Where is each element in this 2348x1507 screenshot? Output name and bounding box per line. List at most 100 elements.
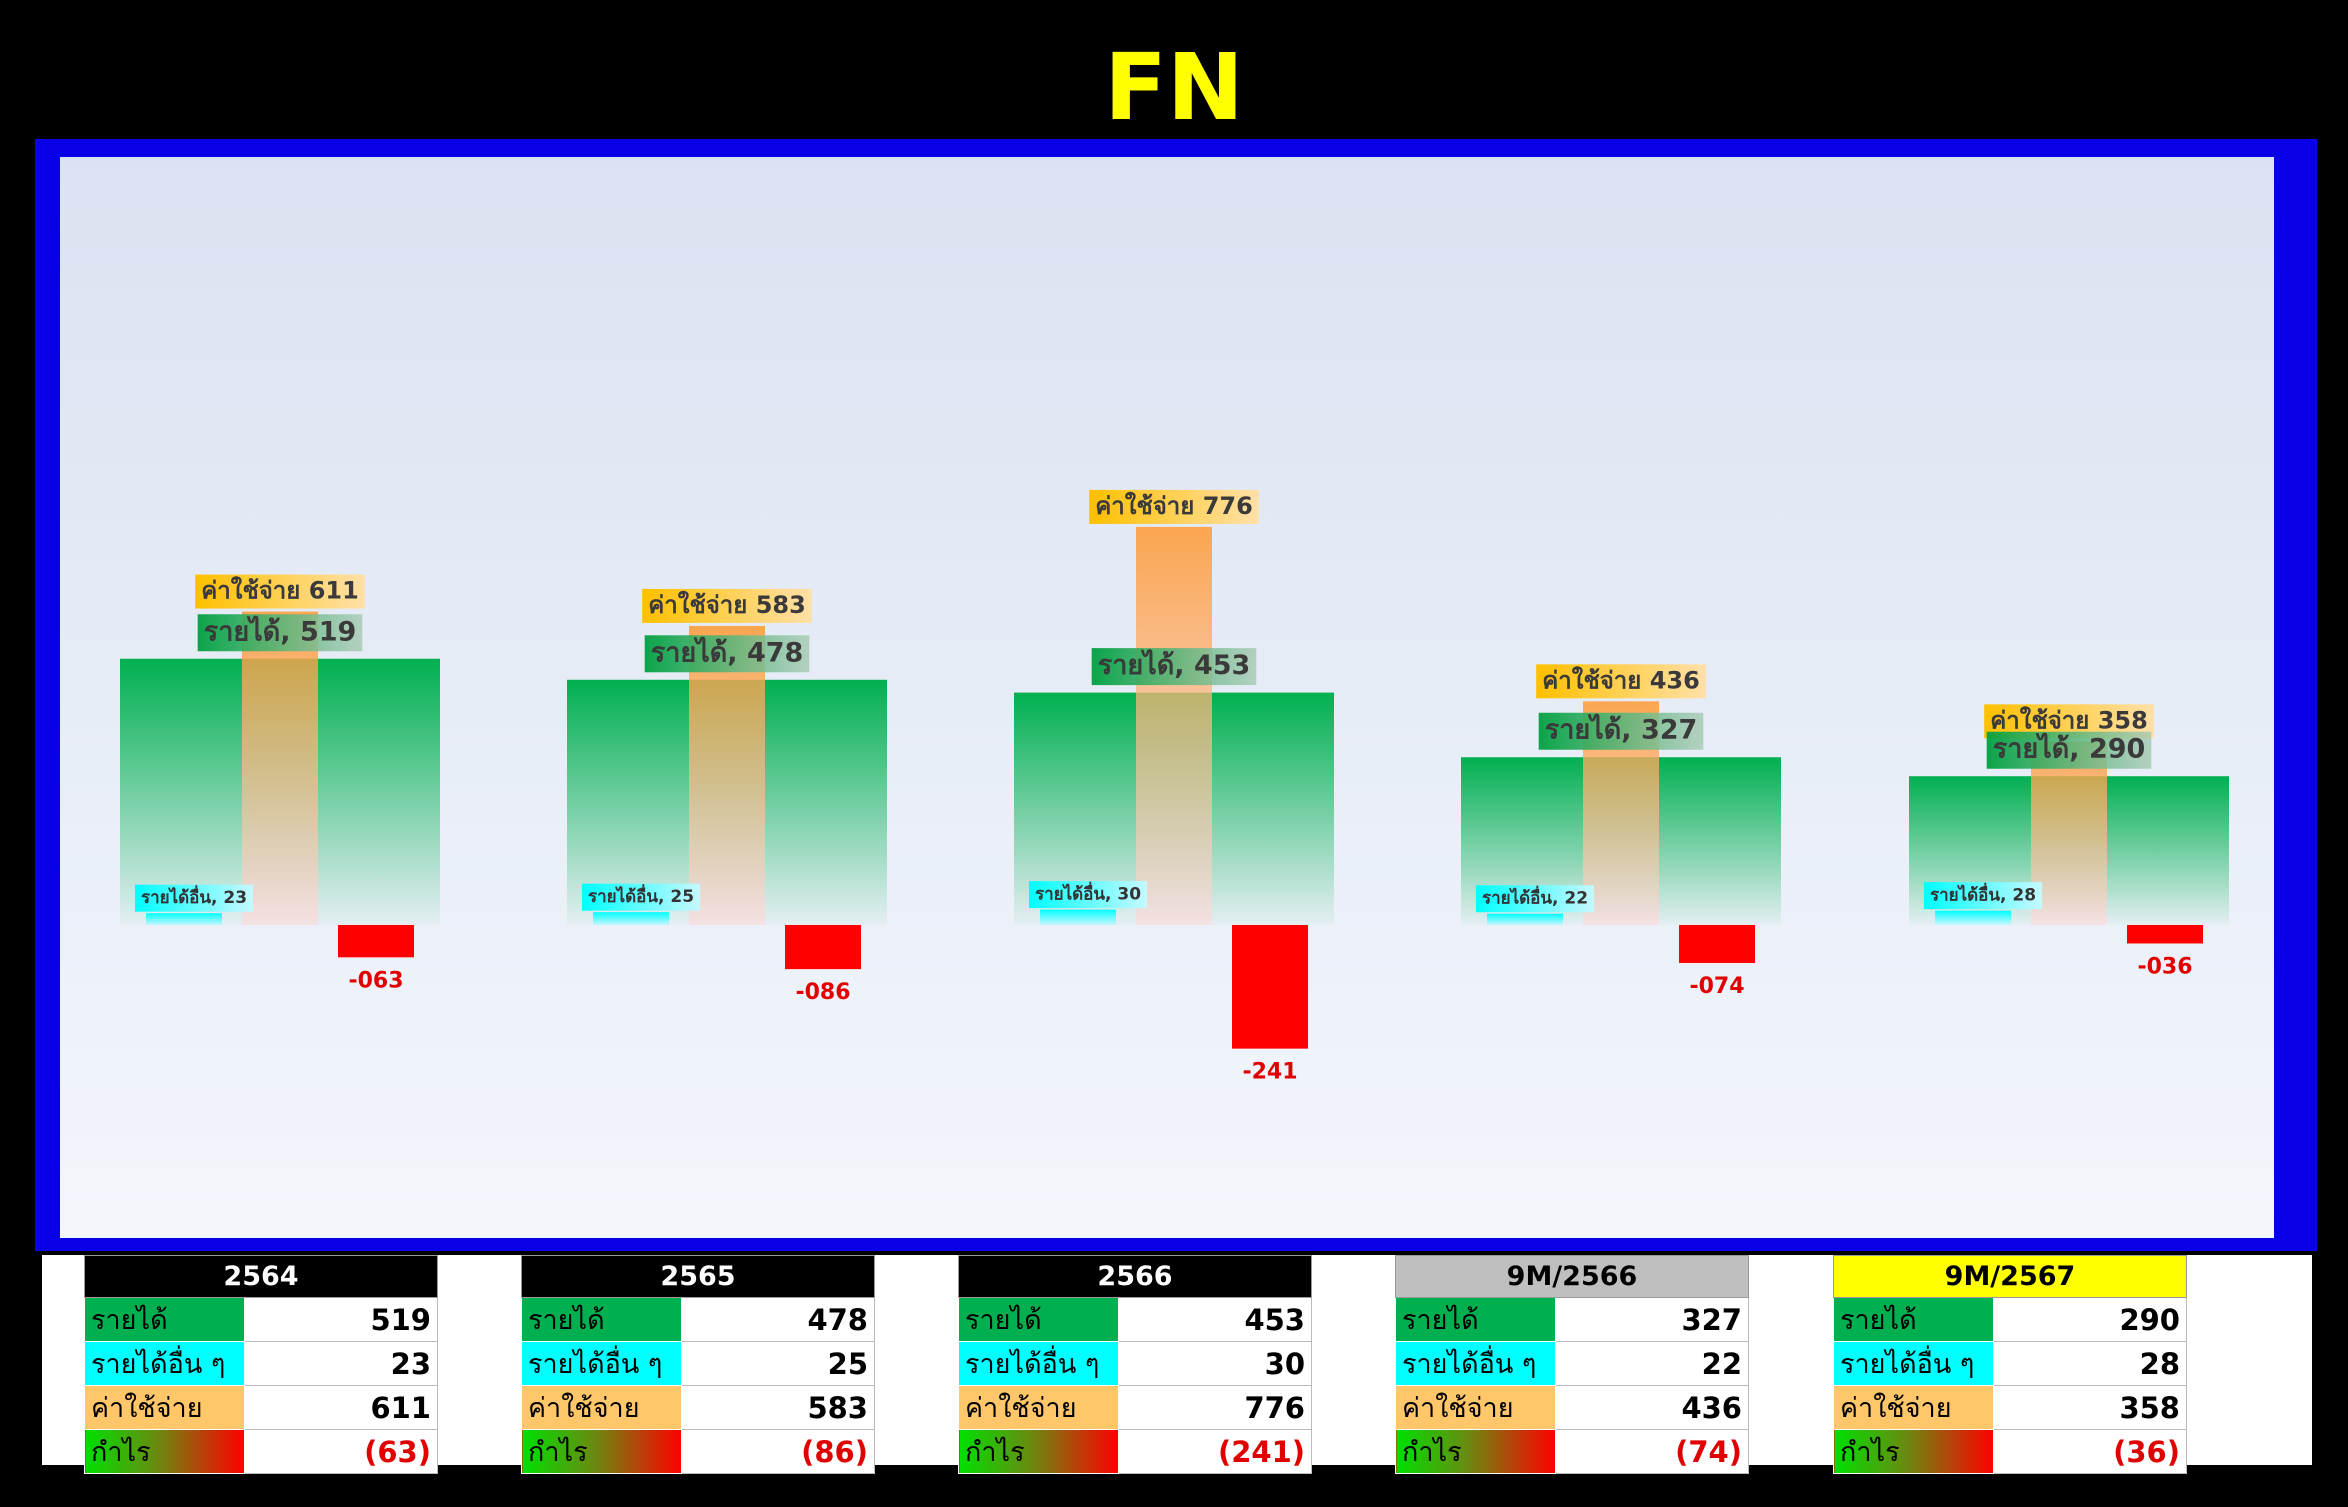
expense-data-label-bg	[1536, 664, 1706, 699]
row-label: รายได้อื่น ๆ	[521, 1341, 682, 1386]
row-label: ค่าใช้จ่าย	[521, 1385, 682, 1430]
other-income-data-label: รายได้อื่น, 23	[141, 885, 247, 908]
summary-table: 2566 รายได้ 453 รายได้อื่น ๆ 30 ค่าใช้จ่าย 776…	[958, 1255, 1313, 1474]
profit-data-label: -086	[795, 980, 850, 1005]
revenue-data-label-group: รายได้, 327	[1538, 712, 1704, 750]
row-value: (36)	[1992, 1429, 2188, 1474]
table-row: รายได้อื่น ๆ 28	[1833, 1341, 2188, 1386]
table-row: ค่าใช้จ่าย 583	[521, 1385, 876, 1430]
other-income-data-label: รายได้อื่น, 22	[1482, 886, 1588, 909]
revenue-data-label-group: รายได้, 519	[197, 614, 363, 652]
profit-data-label: -036	[2137, 954, 2192, 979]
row-value: 436	[1554, 1385, 1750, 1430]
row-label: รายได้	[1833, 1297, 1994, 1342]
expense-bar	[242, 611, 318, 925]
other-income-data-label-bg	[1923, 882, 2043, 910]
row-label: กำไร	[521, 1429, 682, 1474]
row-value: 611	[243, 1385, 439, 1430]
summary-table: 9M/2566 รายได้ 327 รายได้อื่น ๆ 22 ค่าใช้จ่าย…	[1395, 1255, 1750, 1474]
row-label: กำไร	[958, 1429, 1119, 1474]
row-label: ค่าใช้จ่าย	[1395, 1385, 1556, 1430]
revenue-data-label: รายได้, 290	[1993, 733, 2146, 765]
expense-data-label-group: ค่าใช้จ่าย 583	[642, 588, 812, 623]
table-year-header: 2565	[521, 1255, 875, 1298]
table-row: รายได้ 478	[521, 1297, 876, 1342]
table-row: รายได้ 453	[958, 1297, 1313, 1342]
revenue-data-label-bg	[1091, 648, 1257, 686]
row-label: รายได้	[84, 1297, 245, 1342]
table-year-header: 9M/2567	[1833, 1255, 2187, 1298]
chart-frame: ค่าใช้จ่าย 611 รายได้, 519 รายได้อื่น, 23 -…	[35, 139, 2317, 1251]
table-year-header: 2566	[958, 1255, 1312, 1298]
table-row: กำไร (241)	[958, 1429, 1313, 1474]
profit-bar	[2127, 925, 2203, 944]
row-label: รายได้อื่น ๆ	[84, 1341, 245, 1386]
table-year-header: 9M/2566	[1395, 1255, 1749, 1298]
row-value: 23	[243, 1341, 439, 1386]
other-income-bar	[1935, 910, 2011, 925]
profit-bar	[1679, 925, 1755, 963]
profit-data-label: -063	[348, 968, 403, 993]
table-row: กำไร (74)	[1395, 1429, 1750, 1474]
table-row: กำไร (63)	[84, 1429, 439, 1474]
other-income-data-label-group: รายได้อื่น, 25	[581, 883, 701, 911]
row-label: ค่าใช้จ่าย	[958, 1385, 1119, 1430]
expense-data-label-bg	[1089, 489, 1259, 524]
row-label: รายได้อื่น ๆ	[1833, 1341, 1994, 1386]
row-value: 583	[680, 1385, 876, 1430]
other-income-bar	[1040, 909, 1116, 925]
expense-data-label: ค่าใช้จ่าย 583	[648, 590, 806, 619]
expense-bar	[689, 625, 765, 925]
revenue-data-label-group: รายได้, 478	[644, 635, 810, 673]
table-row: รายได้อื่น ๆ 30	[958, 1341, 1313, 1386]
expense-data-label: ค่าใช้จ่าย 611	[201, 576, 359, 605]
row-value: 30	[1117, 1341, 1313, 1386]
other-income-data-label: รายได้อื่น, 28	[1930, 883, 2036, 906]
revenue-data-label-group: รายได้, 290	[1986, 731, 2152, 769]
row-label: รายได้อื่น ๆ	[958, 1341, 1119, 1386]
row-label: กำไร	[1833, 1429, 1994, 1474]
revenue-data-label: รายได้, 478	[651, 636, 804, 668]
revenue-data-label-bg	[1986, 731, 2152, 769]
other-income-data-label-bg	[1028, 881, 1148, 909]
row-value: 22	[1554, 1341, 1750, 1386]
profit-bar	[1232, 925, 1308, 1049]
other-income-data-label-group: รายได้อื่น, 28	[1923, 882, 2043, 910]
row-value: (74)	[1554, 1429, 1750, 1474]
other-income-data-label-bg	[134, 884, 254, 912]
other-income-bar	[593, 912, 669, 925]
row-label: รายได้	[1395, 1297, 1556, 1342]
plot-area: ค่าใช้จ่าย 611 รายได้, 519 รายได้อื่น, 23 -…	[60, 157, 2274, 1238]
summary-table: 2564 รายได้ 519 รายได้อื่น ๆ 23 ค่าใช้จ่าย 611…	[84, 1255, 439, 1474]
table-row: รายได้ 290	[1833, 1297, 2188, 1342]
profit-data-label-group: -086	[795, 980, 850, 1005]
expense-data-label: ค่าใช้จ่าย 776	[1095, 491, 1253, 520]
table-row: รายได้อื่น ๆ 25	[521, 1341, 876, 1386]
profit-data-label-group: -063	[348, 968, 403, 993]
row-value: 25	[680, 1341, 876, 1386]
expense-data-label-group: ค่าใช้จ่าย 776	[1089, 489, 1259, 524]
summary-tables: 2564 รายได้ 519 รายได้อื่น ๆ 23 ค่าใช้จ่าย 611…	[42, 1255, 2312, 1474]
other-income-bar	[146, 913, 222, 925]
profit-bar	[338, 925, 414, 958]
other-income-data-label-group: รายได้อื่น, 22	[1475, 885, 1595, 913]
expense-bar	[2031, 741, 2107, 925]
table-row: รายได้อื่น ๆ 22	[1395, 1341, 1750, 1386]
row-value: 453	[1117, 1297, 1313, 1342]
table-row: กำไร (36)	[1833, 1429, 2188, 1474]
table-year-header: 2564	[84, 1255, 438, 1298]
revenue-data-label-bg	[1538, 712, 1704, 750]
row-value: 358	[1992, 1385, 2188, 1430]
revenue-data-label: รายได้, 519	[204, 615, 357, 647]
profit-data-label-group: -074	[1689, 974, 1744, 999]
revenue-data-label: รายได้, 453	[1098, 649, 1251, 681]
row-label: ค่าใช้จ่าย	[84, 1385, 245, 1430]
profit-data-label: -241	[1242, 1060, 1297, 1085]
row-value: (241)	[1117, 1429, 1313, 1474]
other-income-data-label-bg	[581, 883, 701, 911]
chart-title: FN	[1104, 34, 1244, 141]
summary-table: 2565 รายได้ 478 รายได้อื่น ๆ 25 ค่าใช้จ่าย 583…	[521, 1255, 876, 1474]
row-label: รายได้อื่น ๆ	[1395, 1341, 1556, 1386]
row-value: 290	[1992, 1297, 2188, 1342]
revenue-data-label-bg	[644, 635, 810, 673]
